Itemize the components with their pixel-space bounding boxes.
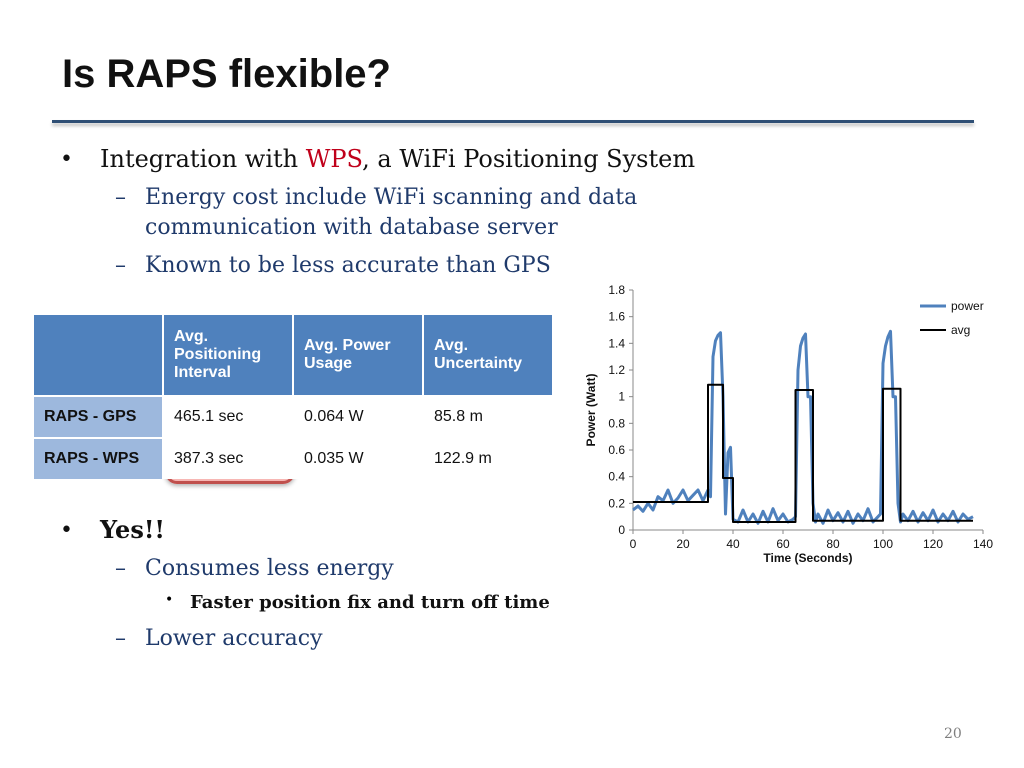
title-divider	[52, 120, 974, 123]
table-cell: 0.064 W	[294, 395, 424, 437]
table-header-cell: Avg. Power Usage	[294, 315, 424, 395]
sub-sub-bullet-faster-fix: Faster position fix and turn off time	[190, 592, 550, 613]
table-cell: 465.1 sec	[164, 395, 294, 437]
bullet-integration: Integration with WPS, a WiFi Positioning…	[100, 145, 695, 173]
y-tick-label: 1.4	[608, 336, 625, 350]
x-axis-label: Time (Seconds)	[763, 551, 852, 565]
table-row-label: RAPS - GPS	[34, 395, 164, 437]
x-tick-label: 100	[873, 537, 893, 551]
y-tick-label: 1.2	[608, 363, 625, 377]
sub-bullet-energy-line2: communication with database server	[145, 215, 558, 240]
y-tick-label: 0.4	[608, 470, 625, 484]
y-tick-label: 1.6	[608, 310, 625, 324]
table-header-cell: Avg. Uncertainty	[424, 315, 552, 395]
dash-marker: –	[115, 556, 126, 581]
y-tick-label: 0.2	[608, 496, 625, 510]
y-tick-label: 0	[618, 523, 625, 537]
table-header-row: Avg. Positioning Interval Avg. Power Usa…	[34, 315, 552, 395]
y-axis-label: Power (Watt)	[584, 374, 598, 447]
dash-marker: –	[115, 626, 126, 651]
power-chart: 0 0.2 0.4 0.6 0.8 1 1.2 1.4 1.6 1.8 0 20 40 60 80 100 12…	[584, 283, 993, 565]
table-row: RAPS - WPS 387.3 sec 0.035 W 122.9 m	[34, 437, 552, 479]
x-tick-label: 0	[630, 537, 637, 551]
series-line-avg	[633, 383, 973, 523]
x-tick-label: 140	[973, 537, 993, 551]
bullet-marker: •	[60, 518, 73, 543]
legend-label-power: power	[951, 299, 984, 313]
y-tick-label: 1.8	[608, 283, 625, 297]
sub-bullet-energy-line1: Energy cost include WiFi scanning and da…	[145, 185, 638, 210]
x-tick-label: 120	[923, 537, 943, 551]
series-line-power	[632, 329, 974, 525]
x-tick-label: 60	[776, 537, 790, 551]
dash-marker: –	[115, 253, 126, 278]
comparison-table: Avg. Positioning Interval Avg. Power Usa…	[34, 315, 552, 479]
table-cell: 85.8 m	[424, 395, 552, 437]
y-tick-label: 0.8	[608, 416, 625, 430]
table-header-cell	[34, 315, 164, 395]
x-tick-label: 20	[676, 537, 690, 551]
legend-label-avg: avg	[951, 323, 970, 337]
dash-marker: –	[115, 185, 126, 210]
sub-bullet-lower-accuracy: Lower accuracy	[145, 626, 323, 651]
slide-title: Is RAPS flexible?	[62, 52, 391, 96]
sub-bullet-accuracy: Known to be less accurate than GPS	[145, 253, 551, 278]
x-tick-label: 40	[726, 537, 740, 551]
bullet-yes: Yes!!	[100, 515, 165, 544]
table-row-label: RAPS - WPS	[34, 437, 164, 479]
wps-highlight: WPS	[305, 145, 363, 173]
bullet-marker: •	[165, 592, 174, 608]
x-tick-label: 80	[826, 537, 840, 551]
table-cell: 0.035 W	[294, 437, 424, 479]
page-number: 20	[944, 726, 962, 742]
sub-bullet-less-energy: Consumes less energy	[145, 556, 394, 581]
table-cell: 387.3 sec	[164, 437, 294, 479]
table-header-cell: Avg. Positioning Interval	[164, 315, 294, 395]
bullet-text: Integration with	[100, 145, 306, 173]
table-row: RAPS - GPS 465.1 sec 0.064 W 85.8 m	[34, 395, 552, 437]
y-tick-label: 1	[618, 390, 625, 404]
y-tick-label: 0.6	[608, 443, 625, 457]
bullet-marker: •	[60, 147, 73, 172]
table-cell: 122.9 m	[424, 437, 552, 479]
bullet-text: , a WiFi Positioning System	[362, 145, 696, 173]
